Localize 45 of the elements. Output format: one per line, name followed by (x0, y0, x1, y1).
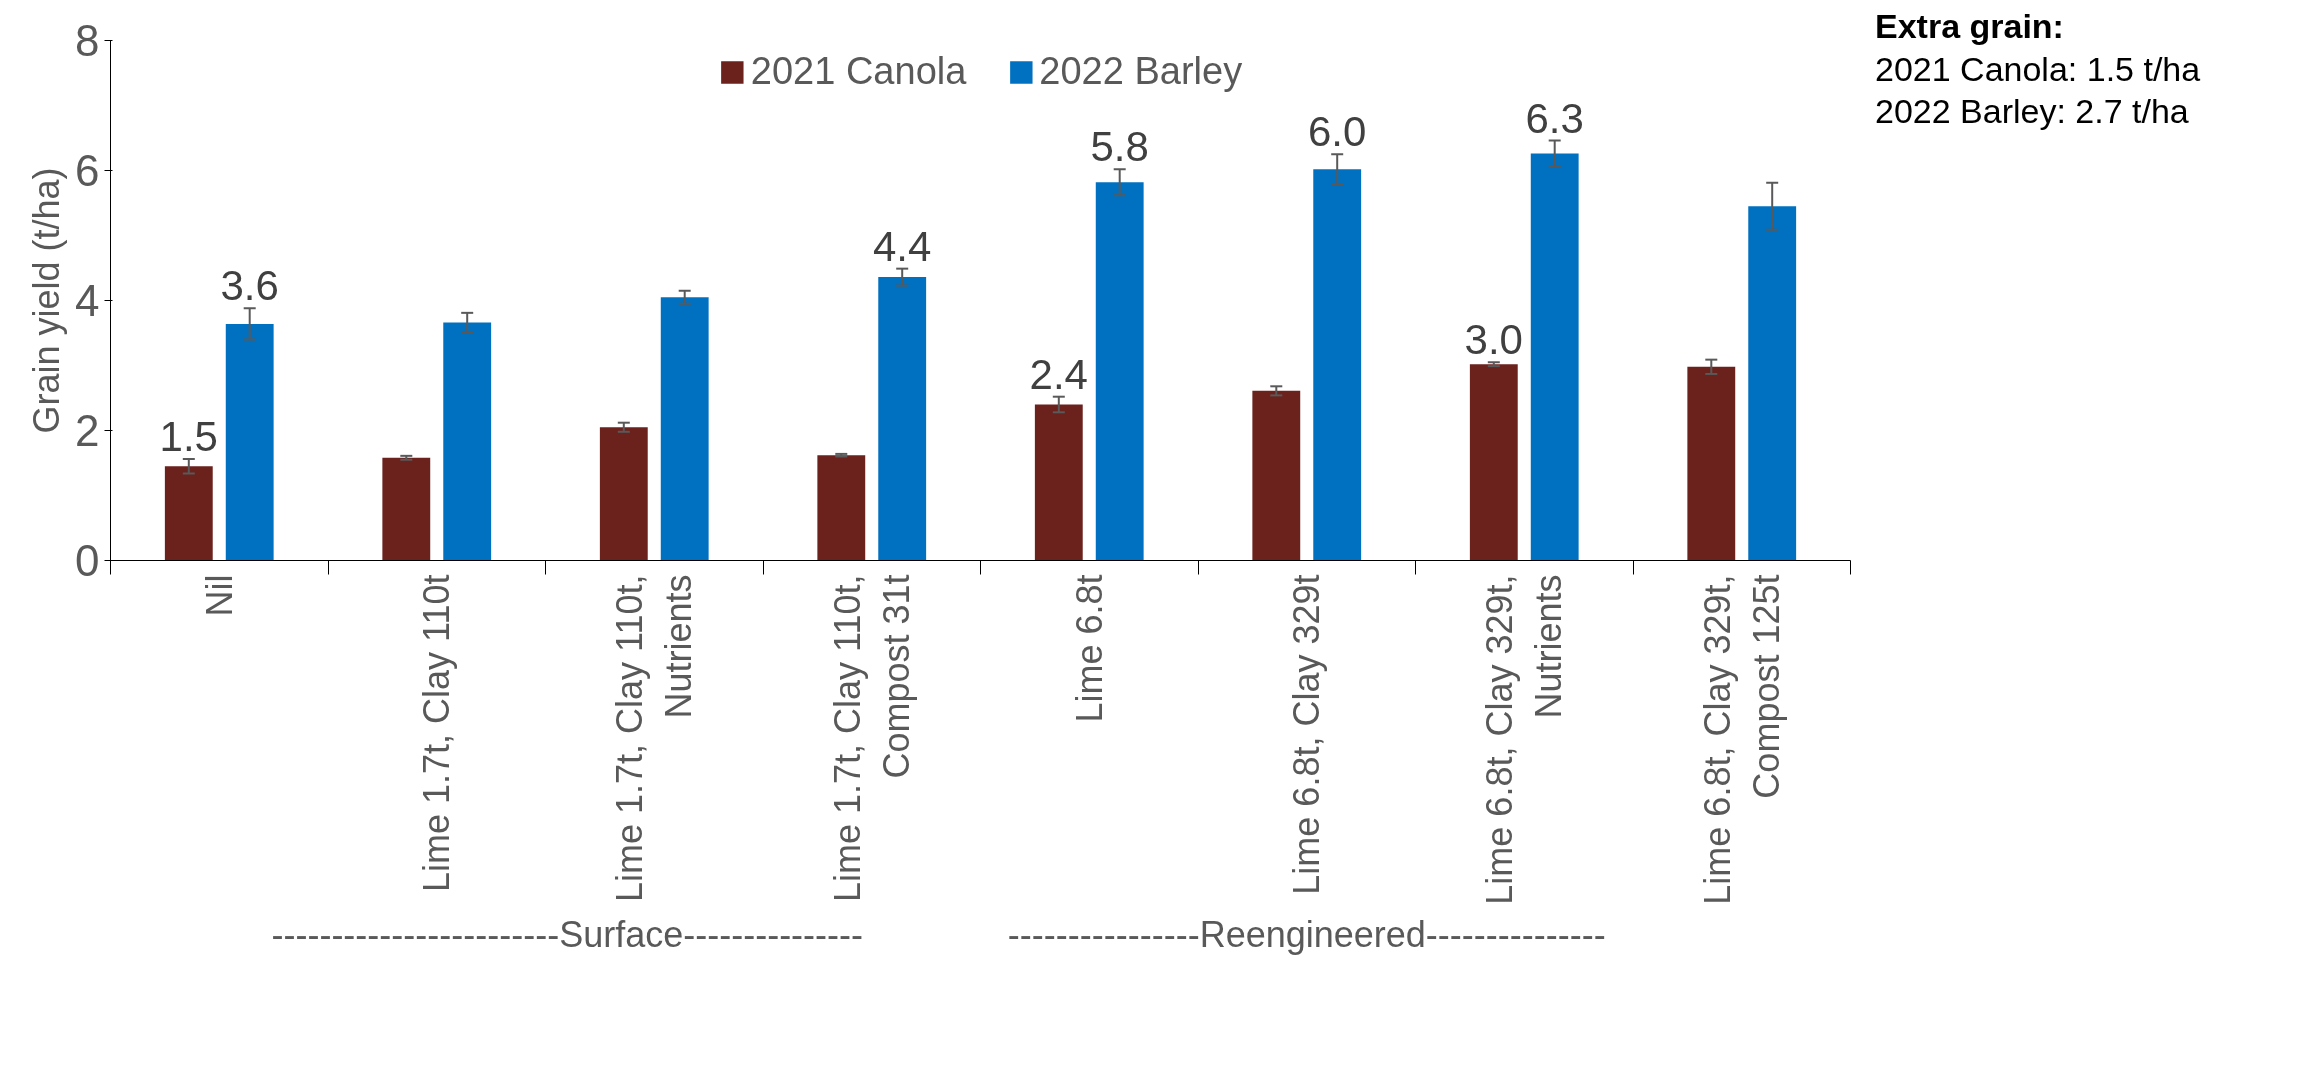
y-tick-label: 4 (75, 276, 100, 325)
bar (1469, 364, 1518, 561)
y-tick-label: 0 (75, 536, 100, 585)
bar (817, 455, 866, 561)
bar (164, 466, 213, 561)
bar (225, 323, 274, 561)
data-label: 5.8 (1090, 123, 1149, 171)
data-label: 3.6 (220, 262, 279, 310)
y-tick-label: 6 (75, 146, 100, 195)
legend-label: 2022 Barley (1039, 50, 1243, 93)
data-label: 1.5 (159, 413, 218, 461)
bar (1095, 182, 1144, 561)
bar (1687, 366, 1736, 561)
legend-label: 2021 Canola (750, 50, 967, 93)
x-tick-label: Lime 6.8t, Clay 329t, Nutrients (1479, 574, 1570, 905)
bar (382, 457, 431, 561)
data-label: 3.0 (1464, 316, 1523, 364)
bar (1530, 153, 1579, 561)
x-tick-label: Lime 1.7t, Clay 110t, Nutrients (609, 574, 700, 902)
bar (599, 427, 648, 561)
data-label: 6.0 (1308, 108, 1367, 156)
x-tick-label: Lime 1.7t, Clay 110t (416, 574, 458, 892)
bar (1748, 206, 1797, 561)
bar (1252, 390, 1301, 561)
bar (660, 297, 709, 561)
x-tick-label: Nil (198, 574, 240, 617)
text: Extra grain: (1875, 6, 2065, 47)
data-label: 6.3 (1525, 94, 1584, 142)
y-axis-title: Grain yield (t/ha) (26, 167, 68, 434)
x-tick-label: Lime 1.7t, Clay 110t, Compost 31t (826, 574, 917, 902)
x-tick-label: Lime 6.8t, Clay 329t, Compost 125t (1696, 574, 1787, 905)
y-tick-label: 8 (75, 16, 100, 65)
y-tick-label: 2 (75, 406, 100, 455)
text: 2022 Barley: 2.7 t/ha (1875, 91, 2190, 132)
text: 2021 Canola: 1.5 t/ha (1875, 48, 2201, 90)
bar (443, 322, 492, 561)
data-label: 2.4 (1029, 350, 1088, 398)
text: ----------------Reengineered--------------- (1007, 913, 1606, 955)
x-tick-label: Lime 6.8t, Clay 329t (1286, 574, 1328, 895)
bar (1034, 404, 1083, 561)
text: ------------------------Surface--------------- (271, 913, 864, 955)
bar (878, 277, 927, 561)
data-label: 4.4 (873, 222, 932, 270)
x-tick-label: Lime 6.8t (1068, 574, 1110, 723)
bar (1313, 169, 1362, 561)
